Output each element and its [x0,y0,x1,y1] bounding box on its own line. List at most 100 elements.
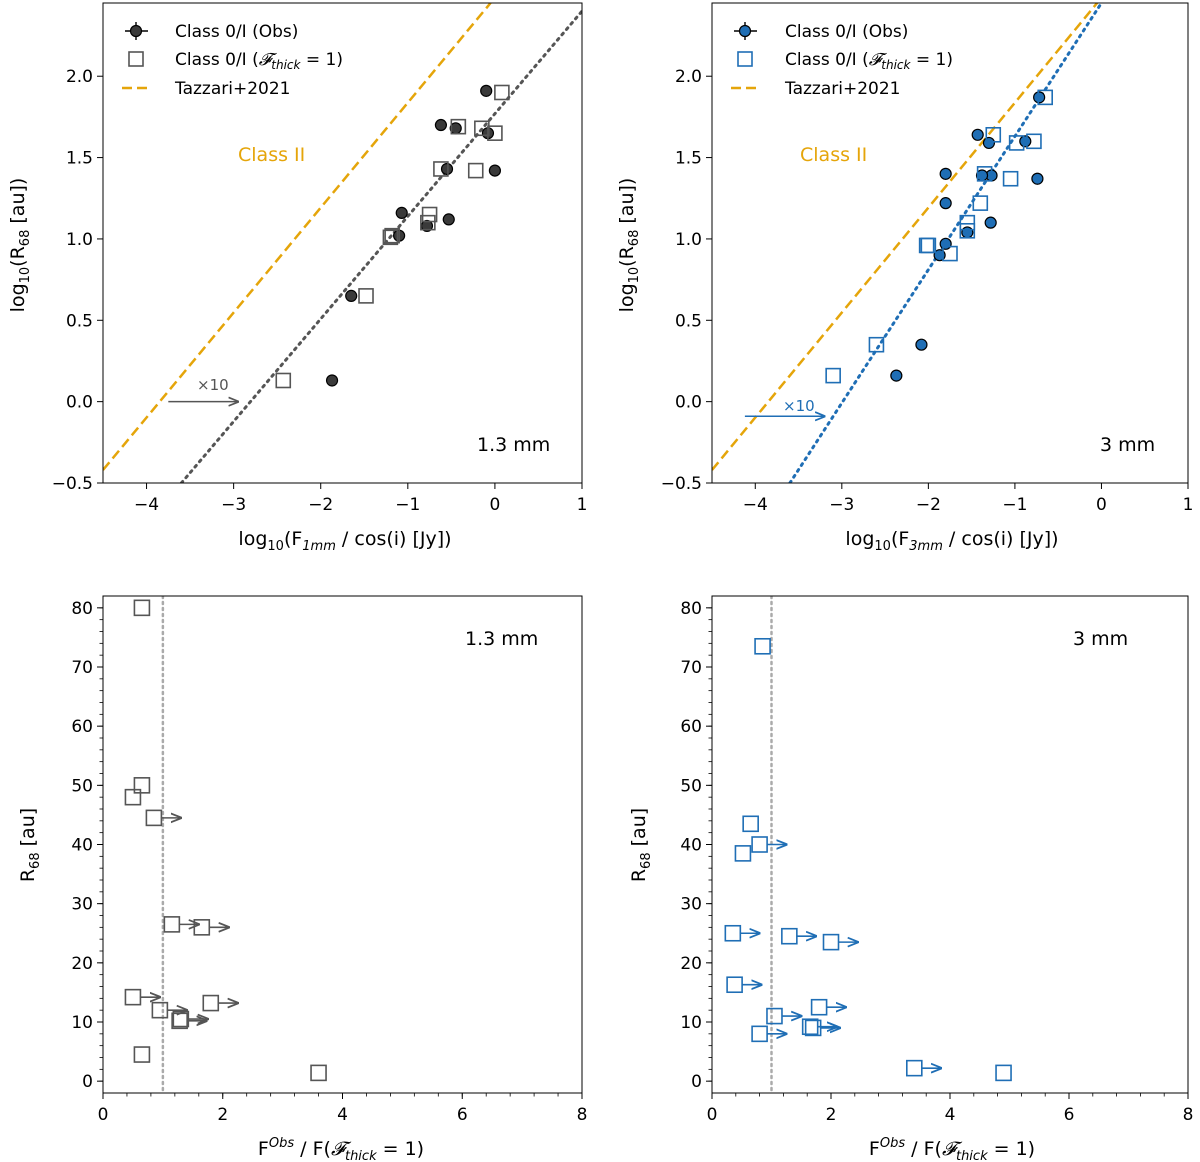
ratio-square [133,1046,151,1063]
y-tick-label: 1.0 [66,230,93,250]
legend: Class 0/I (Obs) Class 0/I (𝓕thick = 1) T… [731,22,953,99]
obs-point [939,197,952,210]
model-square [942,245,958,262]
x-tick-label: 6 [457,1105,468,1125]
y-tick-label: 60 [680,717,702,737]
obs-point [442,213,455,226]
ratio-square [145,809,163,827]
plot-area [124,596,327,1093]
y-tick-label: 0.5 [66,311,93,331]
y-tick-label: 0 [82,1072,93,1092]
y-tick-label: 30 [680,895,702,915]
ratio-square [754,637,771,655]
x-tick-label: 0 [1096,495,1107,515]
model-square [985,126,1002,143]
y-tick-label: 50 [71,776,93,796]
plot-area [103,3,582,483]
x-tick-label: −1 [395,495,420,515]
model-square [275,372,292,389]
model-square [421,206,438,223]
x-tick-label: 0 [707,1105,718,1125]
y-tick-label: 20 [71,954,93,974]
model-square [825,367,841,384]
y-tick-label: 0 [691,1072,702,1092]
obs-point [939,167,952,180]
legend-marker-model [128,51,144,67]
x-tick-label: −3 [221,495,246,515]
y-tick-label: 20 [680,954,702,974]
legend-label-obs: Class 0/I (Obs) [175,22,298,42]
region-label-class-ii: Class II [238,144,305,166]
model-square [384,227,400,244]
model-square [976,166,993,182]
obs-point [1019,135,1032,148]
obs-point [939,237,952,250]
y-tick-label: 70 [680,658,702,678]
legend-label-model: Class 0/I (𝓕thick = 1) [785,50,953,72]
y-tick-label: 2.0 [675,67,702,87]
x-tick-label: 0 [98,1105,109,1125]
y-tick-label: 0.0 [66,393,93,413]
obs-point [971,128,984,141]
ratio-square [751,1025,768,1043]
x-tick-label: −1 [1002,495,1027,515]
band-label: 3 mm [1100,434,1155,456]
obs-point [984,216,997,229]
x-tick-label: 1 [577,495,588,515]
model-square [467,162,484,179]
ratio-square [781,927,798,945]
legend: Class 0/I (Obs) Class 0/I (𝓕thick = 1) T… [122,22,343,99]
y-axis-label: R68 [au] [17,808,43,882]
model-square [487,125,503,141]
obs-point [915,338,928,351]
x-tick-label: −3 [829,495,854,515]
y-axis-label: log10(R68 [au]) [616,178,642,313]
ratio-square [766,1007,783,1025]
ratio-square [310,1064,327,1082]
model-square [382,229,399,246]
x-tick-label: −2 [308,495,333,515]
ratio-square [133,599,151,617]
model-square [868,336,885,353]
legend-label-tazzari: Tazzari+2021 [784,79,900,99]
model-square [959,222,976,239]
model-square [972,195,989,211]
ratio-square [724,924,742,942]
y-axis-label: R68 [au] [628,808,654,882]
x-tick-label: 6 [1064,1105,1075,1125]
model-square [1008,135,1025,151]
y-tick-label: 10 [71,1013,93,1033]
obs-point [395,206,408,219]
x-tick-label: 4 [337,1105,348,1125]
y-tick-label: −0.5 [52,474,93,494]
y-tick-label: 1.5 [66,149,93,169]
ratio-square [822,933,840,951]
legend-marker-model [737,51,753,67]
ratio-square [202,994,220,1012]
ratio-square [742,815,759,833]
y-tick-label: 1.0 [675,230,702,250]
y-axis-label: log10(R68 [au]) [7,178,33,313]
x-tick-label: 4 [945,1105,956,1125]
model-square [1002,170,1019,187]
obs-point [488,164,502,177]
x-axis-label: FObs / F(𝓕thick = 1) [258,1136,424,1162]
fit-line [179,9,582,483]
ratio-square [726,976,743,994]
band-label: 3 mm [1073,628,1128,650]
plot-area [724,596,1012,1093]
ratio-square [151,1001,169,1019]
legend-marker-obs [129,24,143,38]
ratio-square [172,1010,190,1028]
y-tick-label: −0.5 [661,474,702,494]
axes-frame [102,2,583,484]
ratio-square [734,845,752,862]
ratio-square [163,916,181,933]
x-tick-label: 0 [489,495,500,515]
y-tick-label: 0.5 [675,311,702,331]
region-label-class-ii: Class II [800,144,867,166]
axes-frame [711,2,1189,484]
axes-frame [102,595,583,1094]
y-tick-label: 40 [71,836,93,856]
